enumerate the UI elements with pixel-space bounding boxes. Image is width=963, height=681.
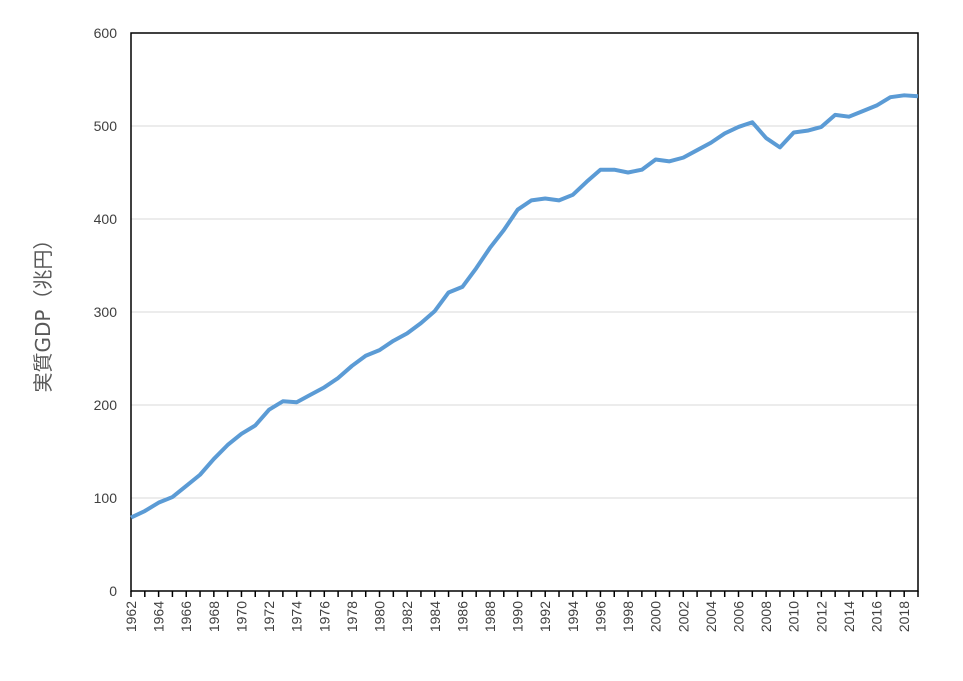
x-tick-label: 2014 bbox=[841, 601, 857, 632]
x-tick-label: 2002 bbox=[675, 601, 691, 632]
x-tick-label: 1962 bbox=[123, 601, 139, 632]
x-tick-label: 1990 bbox=[510, 601, 526, 632]
x-tick-label: 2006 bbox=[731, 601, 747, 632]
x-tick-label: 1968 bbox=[206, 601, 222, 632]
y-tick-label: 400 bbox=[94, 211, 118, 227]
x-tick-label: 1988 bbox=[482, 601, 498, 632]
y-axis-title: 実質GDP（兆円） bbox=[31, 230, 55, 393]
x-tick-label: 1970 bbox=[233, 601, 249, 632]
x-tick-label: 2012 bbox=[813, 601, 829, 632]
y-tick-label: 100 bbox=[94, 490, 118, 506]
x-tick-label: 2010 bbox=[786, 601, 802, 632]
y-tick-label: 0 bbox=[109, 583, 117, 599]
x-tick-label: 1966 bbox=[178, 601, 194, 632]
x-tick-label: 1986 bbox=[454, 601, 470, 632]
x-tick-label: 1982 bbox=[399, 601, 415, 632]
x-tick-label: 1972 bbox=[261, 601, 277, 632]
x-tick-label: 1974 bbox=[289, 601, 305, 632]
x-tick-label: 2004 bbox=[703, 601, 719, 632]
y-tick-label: 300 bbox=[94, 304, 118, 320]
x-tick-label: 2016 bbox=[869, 601, 885, 632]
x-tick-label: 2018 bbox=[896, 601, 912, 632]
x-tick-label: 1984 bbox=[427, 601, 443, 632]
grid-lines bbox=[131, 125, 918, 499]
x-tick-label: 1992 bbox=[537, 601, 553, 632]
x-tick-label: 2008 bbox=[758, 601, 774, 632]
x-tick-label: 1976 bbox=[316, 601, 332, 632]
x-tick-label: 1978 bbox=[344, 601, 360, 632]
x-axis-ticks bbox=[130, 591, 919, 597]
x-tick-label: 1980 bbox=[372, 601, 388, 632]
plot-area-frame bbox=[130, 32, 919, 592]
y-tick-label: 600 bbox=[94, 25, 118, 41]
y-tick-label: 200 bbox=[94, 397, 118, 413]
x-tick-label: 1996 bbox=[592, 601, 608, 632]
y-axis-tick-labels: 0 100 200 300 400 500 600 bbox=[94, 25, 118, 599]
x-tick-label: 1994 bbox=[565, 601, 581, 632]
series-line-real-gdp bbox=[130, 93, 919, 520]
x-tick-label: 1964 bbox=[151, 601, 167, 632]
x-axis-tick-labels: 1962 1964 1966 1968 1970 1972 1974 1976 1978 1980… bbox=[123, 601, 912, 632]
x-tick-label: 2000 bbox=[648, 601, 664, 632]
x-tick-label: 1998 bbox=[620, 601, 636, 632]
y-tick-label: 500 bbox=[94, 118, 118, 134]
